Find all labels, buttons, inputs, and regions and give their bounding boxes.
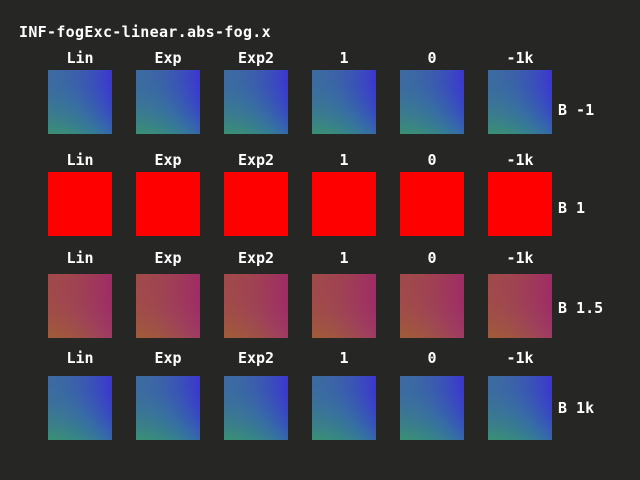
swatch-b-1-5-exp xyxy=(136,274,200,338)
swatch-b-neg1-lin xyxy=(48,70,112,134)
column-label-exp: Exp xyxy=(154,249,182,267)
column-label-lin: Lin xyxy=(66,249,94,267)
column-label-1: 1 xyxy=(339,249,349,267)
swatch-b-1k-1 xyxy=(312,376,376,440)
column-label-0: 0 xyxy=(427,49,437,67)
column-label-exp2: Exp2 xyxy=(237,151,275,169)
swatch-b-1-neg1k xyxy=(488,172,552,236)
column-label-neg1k: -1k xyxy=(506,49,534,67)
swatch-b-neg1-exp2 xyxy=(224,70,288,134)
swatch-b-1k-exp xyxy=(136,376,200,440)
swatch-b-1k-exp2 xyxy=(224,376,288,440)
column-label-neg1k: -1k xyxy=(506,349,534,367)
swatch-b-1k-neg1k xyxy=(488,376,552,440)
swatch-b-1-5-neg1k xyxy=(488,274,552,338)
column-label-lin: Lin xyxy=(66,151,94,169)
column-label-1: 1 xyxy=(339,151,349,169)
test-title: INF-fogExc-linear.abs-fog.x xyxy=(19,23,271,41)
swatch-b-1-exp xyxy=(136,172,200,236)
column-label-exp: Exp xyxy=(154,349,182,367)
swatch-b-1-1 xyxy=(312,172,376,236)
column-label-0: 0 xyxy=(427,349,437,367)
swatch-b-1-0 xyxy=(400,172,464,236)
row-label-b-1k: B 1k xyxy=(558,399,595,417)
column-label-neg1k: -1k xyxy=(506,249,534,267)
column-label-exp2: Exp2 xyxy=(237,349,275,367)
column-label-1: 1 xyxy=(339,349,349,367)
column-label-0: 0 xyxy=(427,151,437,169)
column-label-exp: Exp xyxy=(154,151,182,169)
swatch-b-1-lin xyxy=(48,172,112,236)
swatch-b-neg1-exp xyxy=(136,70,200,134)
row-label-b-1-5: B 1.5 xyxy=(558,299,604,317)
swatch-b-1-exp2 xyxy=(224,172,288,236)
column-label-exp2: Exp2 xyxy=(237,249,275,267)
swatch-b-1-5-1 xyxy=(312,274,376,338)
column-label-1: 1 xyxy=(339,49,349,67)
column-label-lin: Lin xyxy=(66,49,94,67)
swatch-b-1-5-lin xyxy=(48,274,112,338)
swatch-b-1-5-exp2 xyxy=(224,274,288,338)
column-label-0: 0 xyxy=(427,249,437,267)
swatch-b-1k-0 xyxy=(400,376,464,440)
swatch-b-neg1-neg1k xyxy=(488,70,552,134)
swatch-b-1-5-0 xyxy=(400,274,464,338)
row-label-b-1: B 1 xyxy=(558,199,586,217)
column-label-exp: Exp xyxy=(154,49,182,67)
swatch-b-neg1-1 xyxy=(312,70,376,134)
row-label-b-neg1: B -1 xyxy=(558,101,595,119)
column-label-lin: Lin xyxy=(66,349,94,367)
swatch-b-neg1-0 xyxy=(400,70,464,134)
column-label-exp2: Exp2 xyxy=(237,49,275,67)
swatch-b-1k-lin xyxy=(48,376,112,440)
column-label-neg1k: -1k xyxy=(506,151,534,169)
